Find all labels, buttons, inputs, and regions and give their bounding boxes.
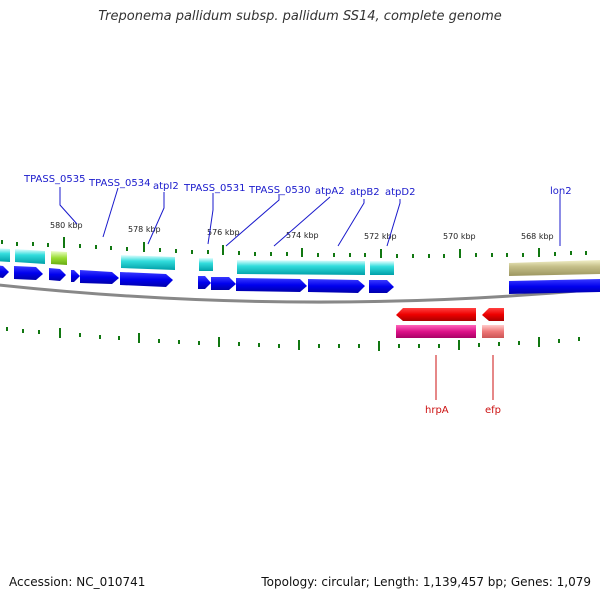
cds-arrow[interactable] bbox=[14, 266, 43, 280]
cds-arrow-reverse[interactable] bbox=[482, 308, 504, 321]
reverse-ruler bbox=[6, 327, 580, 351]
tick-label: 572 kbp bbox=[364, 232, 397, 241]
genome-backbone bbox=[0, 283, 600, 304]
cds-arrow[interactable] bbox=[509, 279, 600, 294]
cds-arrow[interactable] bbox=[71, 270, 80, 282]
tick-label: 580 kbp bbox=[50, 221, 83, 230]
gene-label-efp[interactable]: efp bbox=[485, 405, 501, 416]
gene-label-hrpa[interactable]: hrpA bbox=[425, 405, 449, 416]
gene-label-atpb2[interactable]: atpB2 bbox=[350, 187, 380, 198]
cds-arrow[interactable] bbox=[0, 265, 9, 278]
gene-feature[interactable] bbox=[370, 261, 394, 275]
cds-arrow[interactable] bbox=[308, 279, 365, 293]
gene-label-tpass-0534[interactable]: TPASS_0534 bbox=[88, 178, 150, 189]
gene-label-atpd2[interactable]: atpD2 bbox=[385, 187, 415, 198]
forward-gene-features bbox=[0, 248, 600, 276]
tick-label: 576 kbp bbox=[207, 228, 240, 237]
reverse-label-leaders bbox=[435, 355, 494, 400]
tick-label: 574 kbp bbox=[286, 231, 319, 240]
cds-arrow[interactable] bbox=[198, 276, 211, 289]
gene-feature[interactable] bbox=[199, 258, 213, 271]
tick-label: 578 kbp bbox=[128, 225, 161, 234]
gene-label-atpa2[interactable]: atpA2 bbox=[315, 186, 345, 197]
forward-ruler bbox=[1, 237, 587, 258]
gene-label-atpi2[interactable]: atpI2 bbox=[153, 181, 179, 192]
gene-feature-reverse[interactable] bbox=[396, 325, 476, 338]
reverse-features bbox=[396, 308, 504, 338]
gene-feature[interactable] bbox=[509, 260, 600, 276]
cds-arrow[interactable] bbox=[369, 280, 394, 293]
gene-feature[interactable] bbox=[0, 248, 10, 262]
tick-label: 570 kbp bbox=[443, 232, 476, 241]
cds-arrow[interactable] bbox=[211, 277, 236, 290]
accession-text: Accession: NC_010741 bbox=[9, 575, 146, 589]
gene-label-tpass-0531[interactable]: TPASS_0531 bbox=[183, 183, 245, 194]
cds-arrow[interactable] bbox=[236, 278, 307, 292]
gene-feature[interactable] bbox=[51, 251, 67, 265]
gene-feature[interactable] bbox=[237, 260, 365, 275]
cds-arrow-reverse[interactable] bbox=[396, 308, 476, 321]
cds-arrow[interactable] bbox=[120, 272, 173, 287]
gene-feature[interactable] bbox=[15, 249, 45, 264]
cds-arrow[interactable] bbox=[80, 270, 119, 284]
gene-label-tpass-0530[interactable]: TPASS_0530 bbox=[248, 185, 310, 196]
gene-label-tpass-0535[interactable]: TPASS_0535 bbox=[23, 174, 85, 185]
genome-summary-text: Topology: circular; Length: 1,139,457 bp… bbox=[261, 575, 591, 589]
gene-feature-reverse[interactable] bbox=[482, 325, 504, 338]
map-title: Treponema pallidum subsp. pallidum SS14,… bbox=[98, 9, 502, 24]
forward-cds-features bbox=[0, 265, 600, 294]
tick-label: 568 kbp bbox=[521, 232, 554, 241]
forward-label-leaders bbox=[59, 187, 561, 247]
gene-feature[interactable] bbox=[121, 255, 175, 270]
cds-arrow[interactable] bbox=[49, 268, 66, 281]
gene-label-lon2[interactable]: lon2 bbox=[550, 186, 572, 197]
